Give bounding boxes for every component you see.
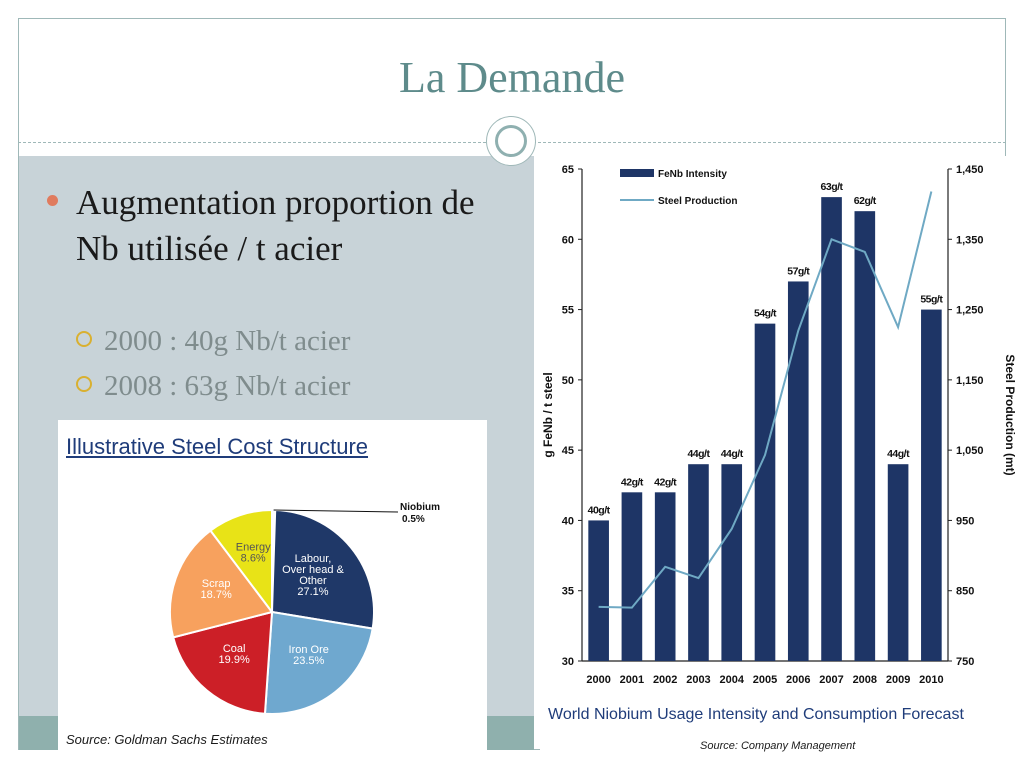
bar (621, 492, 643, 661)
bar-label: 42g/t (621, 476, 644, 488)
bar-chart-caption: World Niobium Usage Intensity and Consum… (548, 706, 964, 723)
x-tick-label: 2009 (886, 674, 910, 686)
ornament-inner-ring (495, 125, 527, 157)
bar-label: 54g/t (754, 308, 777, 320)
y-tick-label: 60 (562, 234, 574, 246)
x-tick-label: 2002 (653, 674, 677, 686)
x-tick-label: 2000 (586, 674, 610, 686)
pie-label-1: Other (299, 575, 327, 587)
pie-label-4: 18.7% (201, 589, 232, 601)
bar-label: 42g/t (654, 476, 677, 488)
pie-chart-panel: Illustrative Steel Cost Structure Niobiu… (58, 420, 487, 752)
bar-label: 55g/t (920, 294, 943, 306)
bar-label: 44g/t (687, 448, 710, 460)
bar (588, 520, 609, 661)
sub-bullet-2: 2008 : 63g Nb/t acier (76, 370, 350, 403)
y2-axis-title: Steel Production (mt) (1003, 354, 1016, 475)
pie-chart-title: Illustrative Steel Cost Structure (66, 434, 369, 459)
bar (754, 323, 776, 661)
ring-bullet-icon (76, 376, 92, 393)
bar (688, 464, 709, 661)
x-tick-label: 2001 (620, 674, 644, 686)
bar (721, 464, 743, 661)
x-tick-label: 2007 (819, 674, 843, 686)
y-tick-label: 65 (562, 164, 574, 176)
y2-tick-label: 850 (956, 586, 974, 598)
pie-label-3: 19.9% (219, 654, 250, 666)
y2-tick-label: 750 (956, 656, 974, 668)
bar (787, 281, 809, 661)
y2-tick-label: 1,150 (956, 375, 984, 387)
legend-bar-swatch (620, 169, 654, 177)
legend-line-label: Steel Production (658, 196, 737, 207)
bar-line-chart: 65 60 55 50 45 40 35 30 1,450 1,350 1,250 1,150 1,05… (541, 164, 1016, 686)
bar-label: 40g/t (588, 504, 611, 516)
niobium-name: Niobium (400, 502, 440, 513)
bar-label: 62g/t (854, 195, 877, 207)
pie-label-3: Coal (223, 643, 246, 655)
sub-bullet-1: 2000 : 40g Nb/t acier (76, 325, 350, 358)
y-tick-label: 45 (562, 445, 574, 457)
slide-title: La Demande (399, 53, 625, 102)
sub-bullet-text: 2000 : 40g Nb/t acier (104, 325, 351, 357)
x-tick-label: 2006 (786, 674, 810, 686)
pie-label-1: Over head & (282, 564, 344, 576)
pie-slice-3 (171, 610, 274, 715)
y-tick-label: 40 (562, 515, 574, 527)
y2-tick-label: 1,250 (956, 305, 984, 317)
bar-chart-panel: 65 60 55 50 45 40 35 30 1,450 1,350 1,250 1,150 1,05… (540, 156, 1016, 766)
bar (654, 492, 676, 661)
y-tick-label: 30 (562, 656, 574, 668)
pie-label-1: 27.1% (297, 586, 328, 598)
bar-label: 63g/t (821, 181, 844, 193)
bar-chart-source: Source: Company Management (700, 740, 856, 752)
niobium-leader-line (273, 509, 399, 513)
x-tick-label: 2005 (753, 674, 777, 686)
pie-source: Source: Goldman Sachs Estimates (66, 732, 268, 747)
y-tick-label: 35 (562, 586, 574, 598)
legend-bar-label: FeNb Intensity (658, 169, 727, 180)
steel-production-line (598, 191, 933, 609)
y-axis-title: g FeNb / t steel (541, 372, 555, 457)
bar (887, 464, 909, 661)
y-tick-label: 55 (562, 305, 574, 317)
x-tick-label: 2008 (853, 674, 877, 686)
bar (821, 197, 842, 661)
y2-tick-label: 1,050 (956, 445, 984, 457)
y-tick-label: 50 (562, 375, 574, 387)
pie-label-1: Labour, (295, 553, 332, 565)
bar (921, 309, 942, 661)
x-tick-label: 2010 (919, 674, 943, 686)
pie-slice-2 (263, 610, 374, 715)
bar-label: 57g/t (787, 265, 810, 277)
bullet-dot-icon (47, 195, 58, 206)
bar-label: 44g/t (721, 448, 744, 460)
pie-label-2: 23.5% (293, 655, 324, 667)
niobium-pct: 0.5% (402, 514, 425, 525)
sub-bullet-text: 2008 : 63g Nb/t acier (104, 370, 351, 402)
pie-slice-1 (270, 509, 375, 630)
y2-tick-label: 950 (956, 515, 974, 527)
y2-tick-label: 1,350 (956, 234, 984, 246)
pie-label-5: Energy (236, 541, 271, 553)
pie-slice-4 (169, 529, 274, 639)
bar-label: 44g/t (887, 448, 910, 460)
x-tick-label: 2003 (686, 674, 710, 686)
bar (854, 211, 876, 661)
y2-tick-label: 1,450 (956, 164, 984, 176)
x-tick-label: 2004 (719, 674, 744, 686)
main-bullet: Augmentation proportion de Nb utilisée /… (76, 183, 475, 268)
pie-label-2: Iron Ore (289, 644, 329, 656)
ring-bullet-icon (76, 331, 92, 348)
pie-slice-5 (209, 508, 273, 615)
title-ornament-icon (486, 116, 536, 166)
pie-label-5: 8.6% (241, 552, 266, 564)
pie-label-4: Scrap (202, 578, 231, 590)
